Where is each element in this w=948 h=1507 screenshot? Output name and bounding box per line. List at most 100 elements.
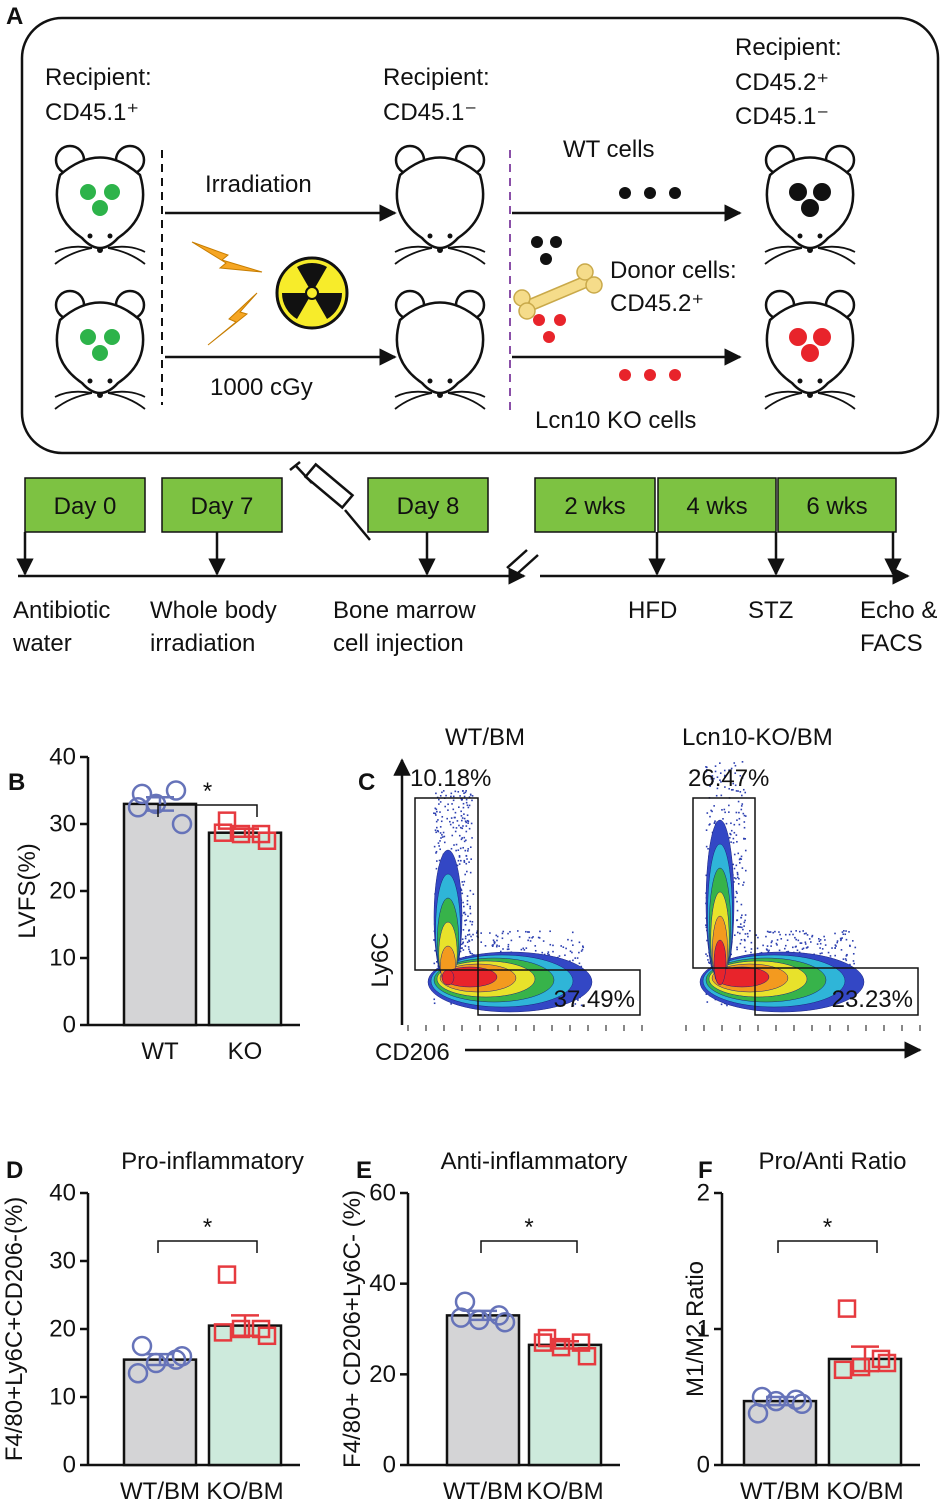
flow-event: [572, 944, 574, 946]
flow-event: [798, 930, 801, 933]
flow-event: [806, 934, 809, 936]
mouse-nose: [97, 247, 103, 253]
flow-event: [463, 836, 466, 839]
x-tick-label: KO/BM: [206, 1478, 283, 1505]
flow-event: [464, 791, 467, 794]
flow-event: [742, 928, 744, 931]
flow-event: [569, 950, 572, 953]
flow-event: [465, 798, 468, 801]
flow-event: [464, 873, 466, 876]
flow-event: [467, 822, 469, 824]
flow-event: [738, 823, 741, 826]
flow-event: [798, 951, 801, 954]
flow-event: [711, 810, 713, 813]
data-point: [257, 1326, 277, 1346]
flow-event: [786, 939, 789, 942]
flow-event: [730, 833, 732, 836]
flow-event: [705, 770, 708, 773]
mouse-nose: [437, 247, 443, 253]
flow-event: [774, 930, 776, 933]
flow-event: [437, 819, 439, 821]
flow-event: [750, 941, 753, 944]
mouse-eye: [107, 378, 113, 384]
flow-event: [510, 939, 513, 942]
bar: [122, 802, 198, 1027]
data-point: [871, 1349, 891, 1369]
flow-event: [841, 931, 844, 933]
flow-event: [799, 942, 802, 944]
flow-event: [800, 942, 803, 944]
flow-event: [724, 776, 726, 778]
panel-label: F: [698, 1157, 713, 1184]
flow-event: [705, 924, 707, 926]
flow-event: [738, 811, 740, 814]
flow-event: [458, 855, 461, 857]
flow-event: [436, 810, 438, 813]
data-point: [145, 1352, 167, 1374]
flow-event: [501, 932, 504, 935]
flow-event: [507, 943, 510, 946]
flow-event: [460, 815, 463, 817]
flow-event: [582, 945, 584, 948]
flow-event: [443, 841, 446, 844]
flow-event: [492, 939, 495, 942]
flow-event: [721, 809, 723, 811]
flow-event: [567, 938, 569, 941]
flow-event: [790, 930, 793, 933]
flow-event: [710, 778, 713, 780]
step-label: Irradiation: [205, 171, 312, 198]
flow-event: [733, 823, 736, 826]
data-point: [257, 831, 277, 850]
data-point: [877, 1353, 897, 1373]
data-point: [251, 824, 271, 844]
flow-event: [464, 923, 467, 926]
flow-event: [732, 841, 735, 844]
flow-event: [441, 836, 444, 838]
mouse-whisker: [447, 247, 486, 265]
mouse-eye: [447, 378, 453, 384]
flow-event: [578, 951, 580, 954]
data-point: [165, 780, 187, 801]
flow-event: [765, 935, 767, 938]
flow-event: [496, 944, 498, 947]
flow-event: [743, 921, 746, 924]
recipient-label: Recipient:: [383, 64, 490, 91]
flow-event: [461, 798, 463, 801]
flow-event: [549, 943, 552, 946]
flow-event: [547, 953, 549, 955]
flow-event: [467, 848, 470, 850]
flow-event: [436, 826, 438, 829]
flow-event: [516, 930, 519, 932]
flow-event: [734, 896, 737, 899]
flow-event: [538, 937, 541, 939]
flow-event: [489, 932, 491, 934]
flow-event: [766, 949, 768, 951]
data-point: [851, 1357, 871, 1377]
flow-event: [792, 933, 794, 936]
flow-event: [769, 931, 772, 933]
flow-event: [714, 765, 717, 767]
y-tick-label: 1: [697, 1316, 710, 1343]
flow-event: [468, 827, 471, 830]
flow-event: [734, 772, 737, 774]
flow-event: [846, 953, 848, 956]
mouse-eye: [107, 233, 113, 239]
flow-event: [803, 932, 806, 935]
flow-event: [720, 781, 722, 783]
data-point: [131, 783, 153, 805]
flow-event: [534, 949, 537, 952]
data-point: [171, 1345, 193, 1367]
timeline-event: FACS: [860, 630, 923, 657]
mouse-icon: [54, 289, 146, 410]
data-point: [217, 811, 237, 830]
flow-event: [842, 933, 845, 936]
flow-event: [462, 901, 464, 904]
flow-event: [719, 762, 721, 764]
flow-event: [435, 808, 438, 811]
flow-event: [464, 935, 467, 938]
flow-event: [463, 859, 466, 862]
flow-event: [463, 795, 466, 798]
flow-event: [810, 941, 812, 943]
recipient-label: CD45.1⁺: [45, 99, 139, 126]
significance-bracket: [157, 1240, 258, 1253]
